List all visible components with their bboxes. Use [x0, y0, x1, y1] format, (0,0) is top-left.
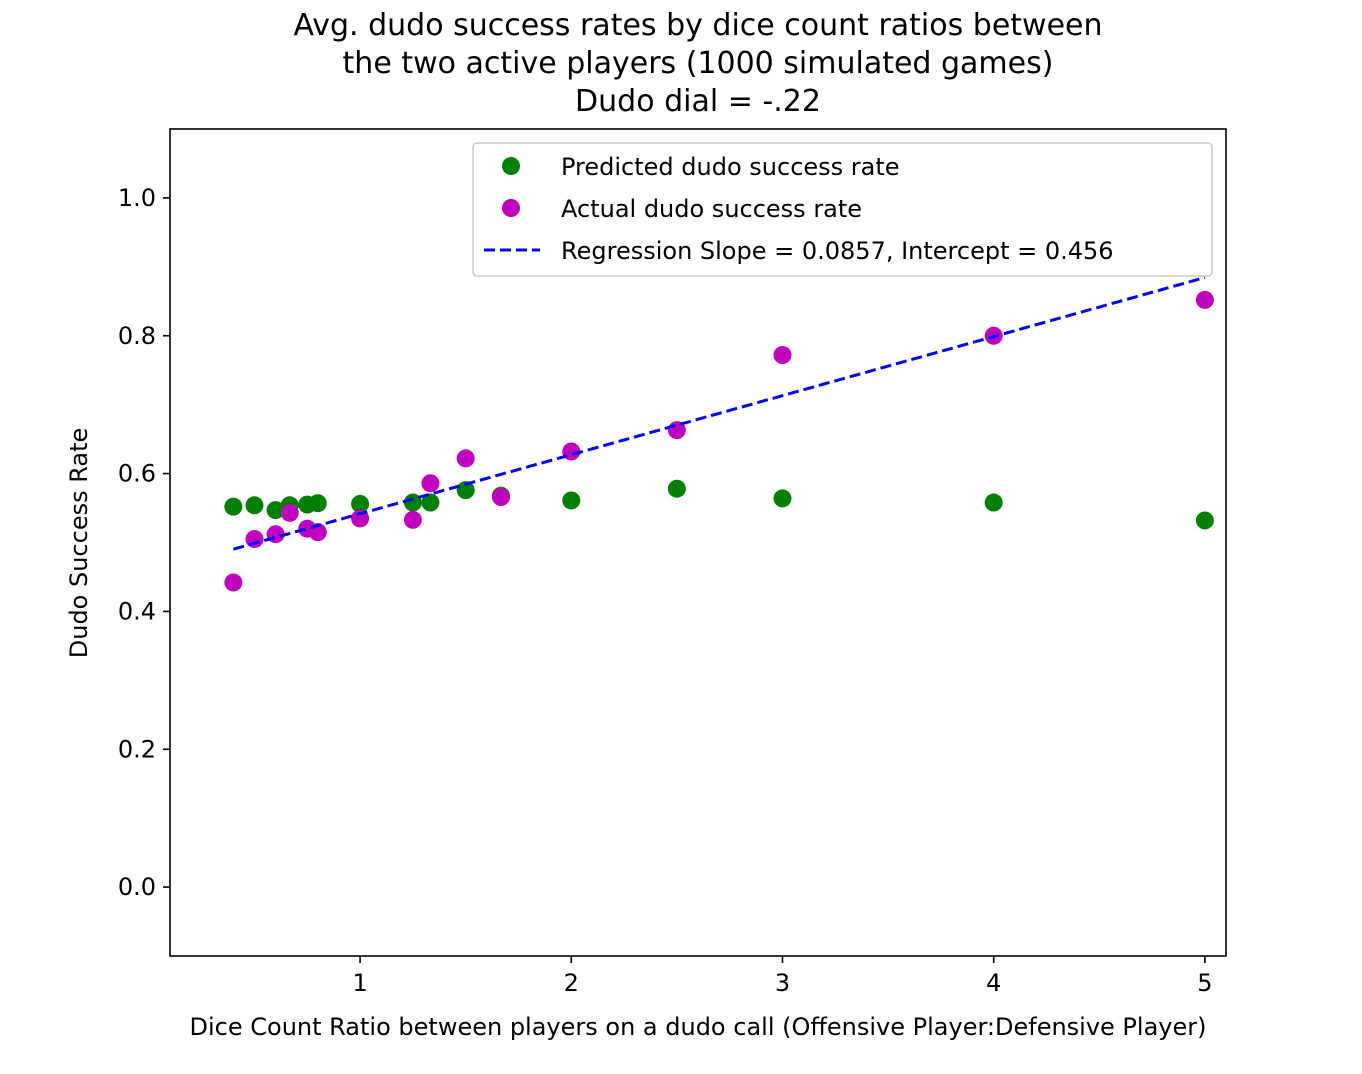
chart-title-line-1: Avg. dudo success rates by dice count ra…	[293, 8, 1102, 43]
x-tick-label: 1	[352, 969, 367, 997]
legend-marker-actual	[502, 199, 520, 217]
actual-point	[491, 488, 510, 507]
y-tick-label: 0.0	[118, 873, 156, 901]
x-tick-label: 5	[1197, 969, 1212, 997]
y-axis-ticks: 0.0 0.2 0.4 0.6 0.8 1.0	[118, 184, 170, 901]
x-tick-label: 4	[986, 969, 1001, 997]
legend-label-actual: Actual dudo success rate	[561, 195, 862, 223]
actual-point	[773, 346, 792, 365]
predicted-point	[1195, 511, 1214, 530]
actual-point	[280, 503, 299, 522]
predicted-point	[421, 493, 440, 512]
actual-point	[1195, 290, 1214, 309]
legend-label-regression: Regression Slope = 0.0857, Intercept = 0…	[561, 237, 1114, 265]
predicted-point	[562, 491, 581, 510]
y-tick-label: 0.8	[118, 322, 156, 350]
predicted-point	[403, 493, 422, 512]
chart-title: Avg. dudo success rates by dice count ra…	[293, 8, 1102, 119]
predicted-point	[984, 493, 1003, 512]
chart-title-line-2: the two active players (1000 simulated g…	[343, 46, 1054, 81]
x-axis-label: Dice Count Ratio between players on a du…	[190, 1013, 1207, 1041]
actual-point	[421, 474, 440, 493]
predicted-point	[351, 494, 370, 513]
legend-frame	[472, 142, 1213, 277]
plot-frame	[169, 128, 1227, 957]
x-axis-ticks: 1 2 3 4 5	[352, 956, 1213, 997]
predicted-point	[245, 496, 264, 515]
actual-point	[245, 530, 264, 549]
actual-point	[403, 510, 422, 529]
legend-label-predicted: Predicted dudo success rate	[561, 153, 900, 181]
y-tick-label: 0.6	[118, 460, 156, 488]
actual-point	[224, 573, 243, 592]
regression-line	[232, 276, 1206, 551]
predicted-point	[456, 481, 475, 500]
x-tick-label: 2	[564, 969, 579, 997]
y-tick-label: 0.2	[118, 735, 156, 763]
predicted-point	[773, 489, 792, 508]
x-tick-label: 3	[775, 969, 790, 997]
predicted-point	[308, 494, 327, 513]
series-layer	[224, 276, 1214, 592]
legend: Predicted dudo success rate Actual dudo …	[472, 142, 1213, 277]
legend-marker-predicted	[502, 157, 520, 175]
y-tick-label: 0.4	[118, 597, 156, 625]
predicted-point	[266, 501, 285, 520]
actual-point	[456, 449, 475, 468]
y-tick-label: 1.0	[118, 184, 156, 212]
y-axis-label: Dudo Success Rate	[65, 428, 93, 659]
predicted-point	[224, 497, 243, 516]
chart-title-line-3: Dudo dial = -.22	[575, 84, 821, 119]
predicted-point	[667, 479, 686, 498]
